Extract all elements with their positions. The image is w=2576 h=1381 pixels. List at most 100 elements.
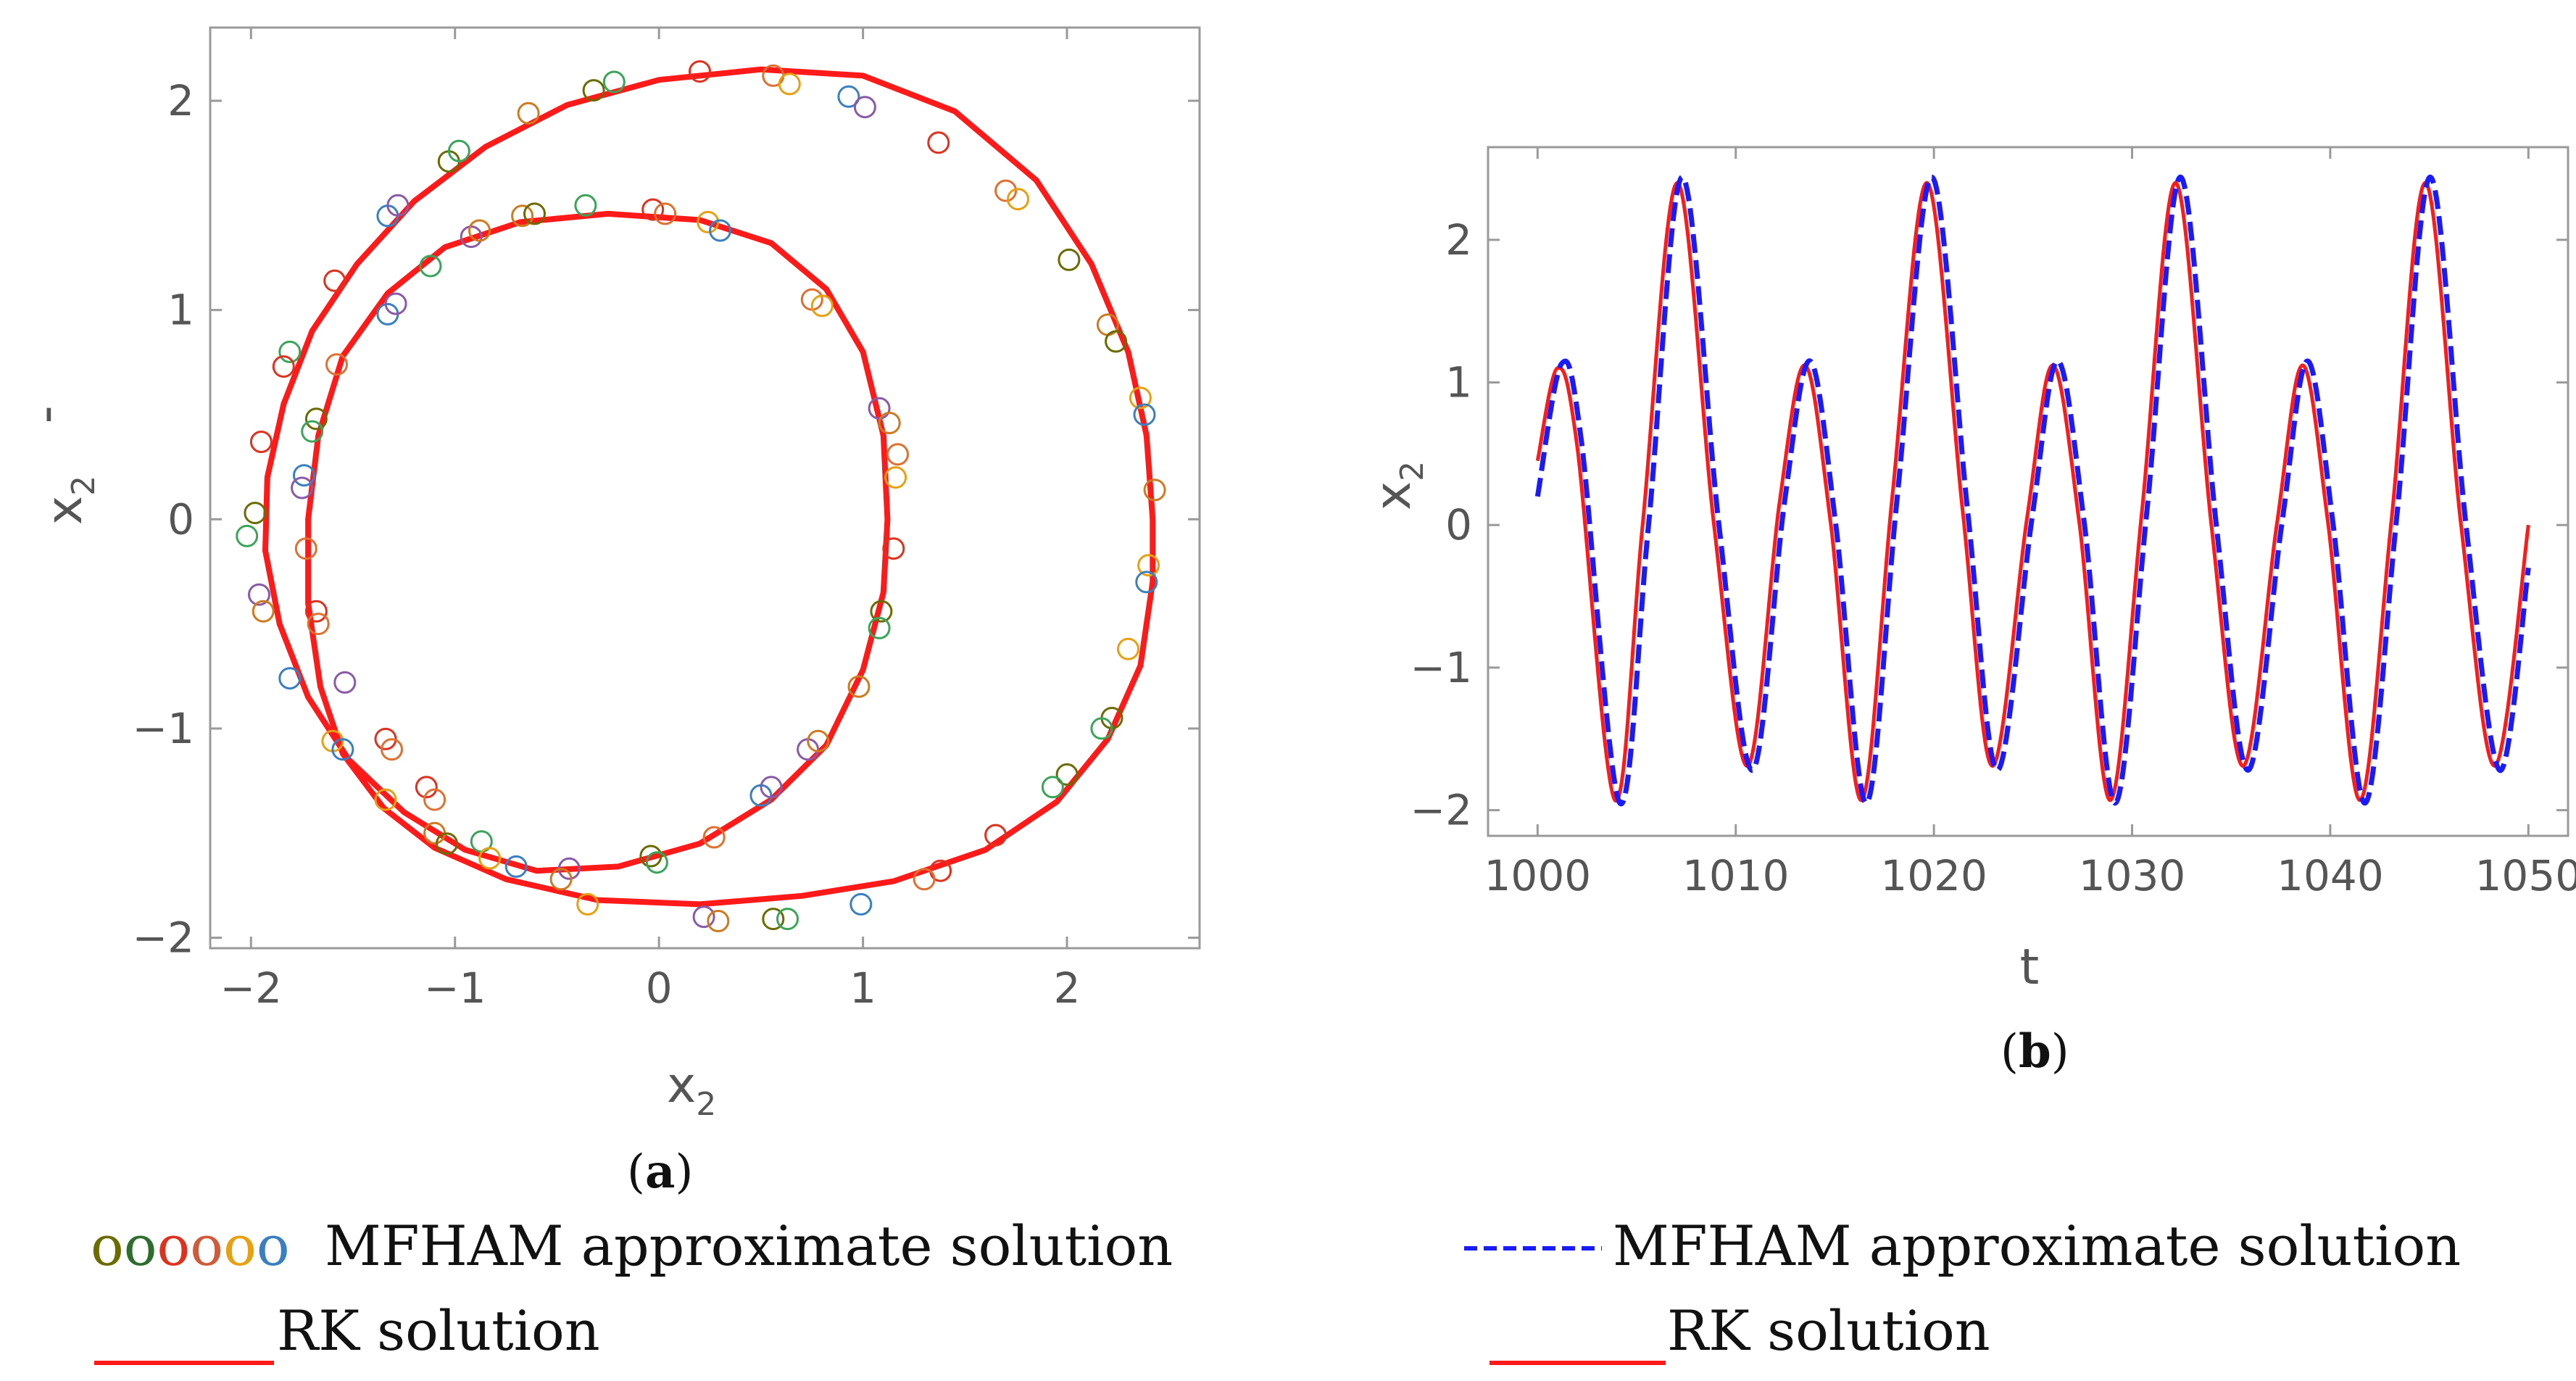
panel-b-ticks: 1000 1010 1020 1030 1040 1050 −2 −1 0 1 2 (1410, 147, 2576, 900)
mfham-marker (870, 600, 893, 623)
panel-a-y-tick-label: 1 (167, 286, 194, 335)
mfham-marker (478, 847, 502, 870)
mfham-marker (849, 892, 873, 916)
mfham-marker (689, 60, 711, 83)
panel-a-marks (236, 60, 1166, 932)
mfham-marker (333, 671, 357, 694)
mfham-marker (702, 826, 726, 849)
mfham-marker (1143, 478, 1166, 502)
legend-a-marker-swatch: oooooo (91, 1214, 290, 1278)
panel-b-x-tick-label: 1010 (1682, 851, 1790, 900)
mfham-marker (304, 600, 328, 623)
panel-b-caption-letter: b (2019, 1024, 2051, 1079)
mfham-marker (307, 613, 330, 636)
mfham-marker (574, 194, 597, 217)
panel-b-caption-open: ( (2000, 1025, 2019, 1079)
panel-b-x-axis-label: t (2020, 939, 2040, 996)
mfham-marker (576, 892, 599, 916)
panel-a-caption-open: ( (627, 1145, 645, 1199)
mfham-marker (294, 537, 317, 560)
legend-b-mfham-label: MFHAM approximate solution (1613, 1214, 2461, 1278)
mfham-marker (760, 776, 783, 799)
legend-a-marker-glyph: o (157, 1214, 191, 1278)
mfham-marker (236, 524, 259, 547)
mfham-marker (886, 443, 909, 466)
mfham-marker (602, 70, 626, 94)
mfham-marker (460, 225, 483, 249)
legend-a-marker-glyph: o (190, 1214, 223, 1278)
mfham-marker (697, 210, 720, 233)
mfham-marker (1105, 330, 1128, 353)
panel-a-y-tick-label: −2 (133, 913, 195, 963)
mfham-marker (523, 202, 546, 225)
mfham-marker (1090, 717, 1113, 740)
mfham-marker (381, 738, 403, 761)
mfham-marker (878, 412, 901, 434)
mfham-marker (1007, 188, 1029, 211)
panel-a-y-label-sub: 2 (65, 476, 102, 496)
mfham-marker (291, 476, 314, 499)
panel-b-x-tick-label: 1030 (2079, 851, 2186, 900)
panel-a-ticks: −2 −1 0 1 2 −2 −1 0 1 2 (133, 28, 1200, 1013)
panel-a-x-axis-label: x2 (667, 1057, 716, 1123)
panel-a-x-label-base: x (667, 1057, 696, 1114)
mfham-marker (776, 908, 799, 931)
mfham-marker (331, 738, 354, 761)
mfham-marker (504, 855, 528, 878)
mfham-marker (807, 729, 830, 752)
legend-a: oooooo MFHAM approximate solution RK sol… (91, 1214, 1173, 1365)
mfham-marker (884, 466, 907, 489)
panel-b-marks (1534, 174, 2531, 807)
mfham-marker (692, 905, 715, 929)
panel-b-y-tick-label: 1 (1445, 358, 1472, 407)
mfham-marker (468, 219, 491, 242)
panel-a-caption-letter: a (645, 1145, 675, 1199)
mfham-marker (252, 600, 275, 623)
panel-b-caption-close: ) (2051, 1025, 2069, 1079)
panel-a-y-tick-label: 2 (167, 76, 194, 125)
panel-a-plot-frame (209, 26, 1201, 950)
panel-a-y-tick-label: −1 (133, 704, 195, 753)
mfham-marker (654, 202, 677, 225)
mfham-marker (517, 101, 540, 125)
panel-b-x-tick-label: 1040 (2277, 851, 2384, 900)
mfham-marker (1058, 248, 1081, 271)
mfham-marker (386, 194, 410, 217)
mfham-marker (868, 616, 891, 639)
panel-a-caption: (a) (627, 1145, 693, 1199)
mfham-marker (1129, 386, 1152, 410)
panel-a-x-tick-label: 2 (1054, 963, 1081, 1013)
mfham-marker (272, 355, 295, 378)
panel-a-x-tick-label: −2 (220, 963, 283, 1013)
mfham-marker (549, 868, 573, 891)
mfham-marker (436, 832, 458, 855)
legend-a-marker-glyph: o (223, 1214, 257, 1278)
mfham-marker (913, 868, 936, 891)
mfham-marker (323, 269, 346, 292)
mfham-marker (293, 464, 315, 487)
mfham-marker (853, 96, 876, 119)
mfham-marker (847, 675, 871, 698)
mfham-marker (1133, 403, 1156, 426)
panel-a-x-label-sub: 2 (696, 1086, 716, 1123)
mfham-marker (639, 845, 662, 868)
panel-b-y-tick-label: 0 (1445, 500, 1472, 550)
mfham-marker (810, 294, 834, 318)
mfham-marker (1137, 554, 1160, 577)
panel-b-x-tick-label: 1050 (2475, 851, 2576, 900)
mfham-marker (278, 667, 302, 690)
mfham-marker (582, 79, 605, 102)
mfham-marker (278, 340, 302, 363)
mfham-marker (301, 420, 324, 443)
panel-a-x-tick-label: −1 (424, 963, 486, 1013)
mfham-marker (641, 198, 665, 221)
panel-a-y-axis-label: x2 (36, 476, 102, 525)
panel-b-x-tick-label: 1020 (1880, 851, 1987, 900)
mfham-marker (645, 851, 668, 874)
mfham-marker (762, 908, 785, 931)
panel-b-y-axis-label: x2 (1365, 461, 1431, 510)
mfham-marker (249, 431, 273, 453)
